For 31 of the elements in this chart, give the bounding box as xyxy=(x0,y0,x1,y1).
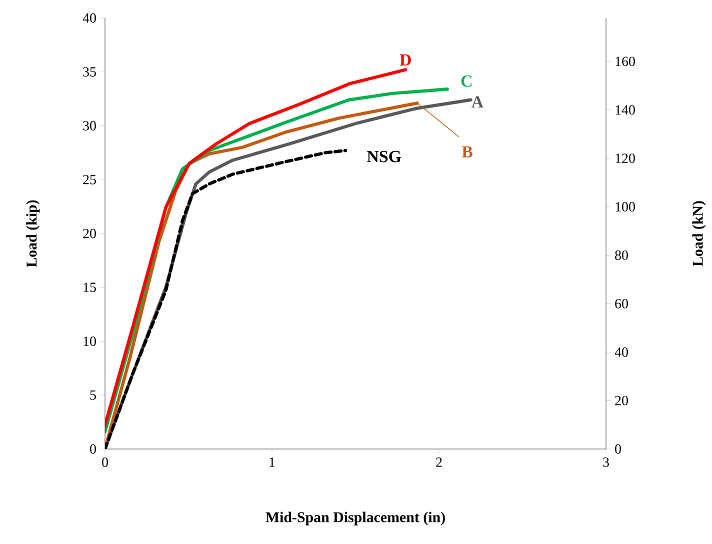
y-tick-label: 5 xyxy=(90,390,96,400)
x-tick-label: 3 xyxy=(603,458,609,467)
x-tick-label: 0 xyxy=(102,458,108,467)
series-label: NSG xyxy=(367,150,402,162)
y2-tick-label: 140 xyxy=(616,105,635,115)
y2-tick-label: 80 xyxy=(615,250,628,260)
x-tick-label: 1 xyxy=(270,458,275,467)
x-axis-title: Mid-Span Displacement (in) xyxy=(266,512,445,526)
y-tick-label: 10 xyxy=(84,336,96,346)
y2-tick-label: 160 xyxy=(616,56,635,66)
y2-tick-label: 120 xyxy=(616,154,635,164)
y2-tick-label: 0 xyxy=(615,444,621,454)
y-tick-label: 30 xyxy=(83,121,96,130)
y2-tick-label: 60 xyxy=(615,298,628,308)
y-tick-label: 35 xyxy=(83,67,96,77)
y-axis-title: Load (kip) xyxy=(26,200,40,268)
series-label: D xyxy=(400,54,411,66)
y2-tick-label: 20 xyxy=(615,396,628,406)
line-series xyxy=(104,68,408,427)
y-tick-label: 40 xyxy=(82,13,96,23)
y2-tick-label: 40 xyxy=(614,347,628,357)
series-label: A xyxy=(471,96,484,108)
y-tick-label: 0 xyxy=(90,444,96,454)
x-tick-label: 2 xyxy=(436,458,442,467)
y-tick-label: 20 xyxy=(83,228,96,238)
y2-axis-title: Load (kN) xyxy=(692,201,706,266)
y2-tick-label: 100 xyxy=(616,202,635,212)
text: B xyxy=(462,146,472,158)
series-label: C xyxy=(461,75,472,87)
y-tick-label: 25 xyxy=(83,174,96,184)
y-tick-label: 15 xyxy=(84,282,96,292)
